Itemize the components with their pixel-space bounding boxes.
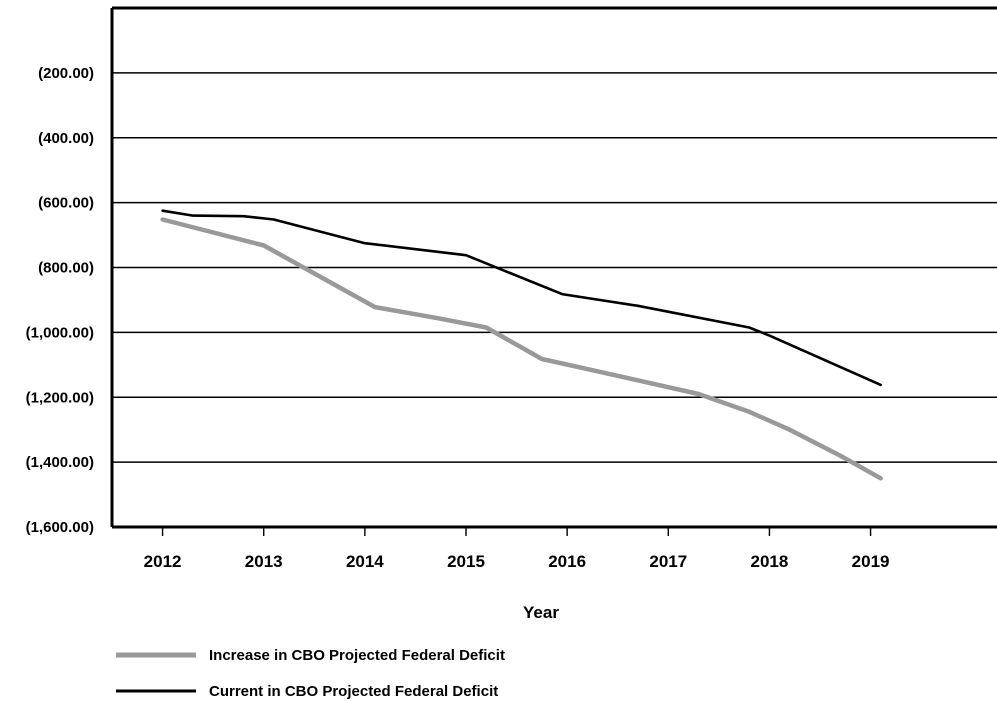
x-tick-label: 2012 bbox=[144, 552, 182, 571]
y-tick-label: (1,200.00) bbox=[26, 389, 94, 406]
x-axis-ticks: 2012 2013 2014 2015 2016 2017 2018 2019 bbox=[144, 527, 890, 571]
legend-label-2: Current in CBO Projected Federal Deficit bbox=[209, 683, 498, 700]
series-layer bbox=[160, 209, 883, 481]
series-line-1 bbox=[160, 217, 883, 481]
x-tick-label: 2015 bbox=[447, 552, 485, 571]
plot-frame bbox=[110, 6, 997, 529]
series-line-2 bbox=[161, 209, 882, 387]
x-axis-title: Year bbox=[523, 603, 559, 622]
x-tick-label: 2017 bbox=[649, 552, 687, 571]
x-tick-label: 2016 bbox=[548, 552, 586, 571]
legend: Increase in CBO Projected Federal Defici… bbox=[116, 647, 505, 700]
y-tick-label: (600.00) bbox=[38, 195, 94, 212]
y-tick-label: (400.00) bbox=[38, 130, 94, 147]
y-tick-label: (800.00) bbox=[38, 260, 94, 277]
y-tick-label: (1,000.00) bbox=[26, 324, 94, 341]
grid-lines bbox=[112, 72, 997, 463]
x-tick-label: 2018 bbox=[751, 552, 789, 571]
x-tick-label: 2013 bbox=[245, 552, 283, 571]
y-tick-label: (200.00) bbox=[38, 65, 94, 82]
legend-label-1: Increase in CBO Projected Federal Defici… bbox=[209, 647, 505, 664]
x-tick-label: 2019 bbox=[852, 552, 890, 571]
y-tick-label: (1,400.00) bbox=[26, 454, 94, 471]
x-tick-label: 2014 bbox=[346, 552, 384, 571]
y-tick-label: (1,600.00) bbox=[26, 519, 94, 536]
y-axis-ticks: (200.00) (400.00) (600.00) (800.00) (1,000.0… bbox=[26, 65, 94, 536]
